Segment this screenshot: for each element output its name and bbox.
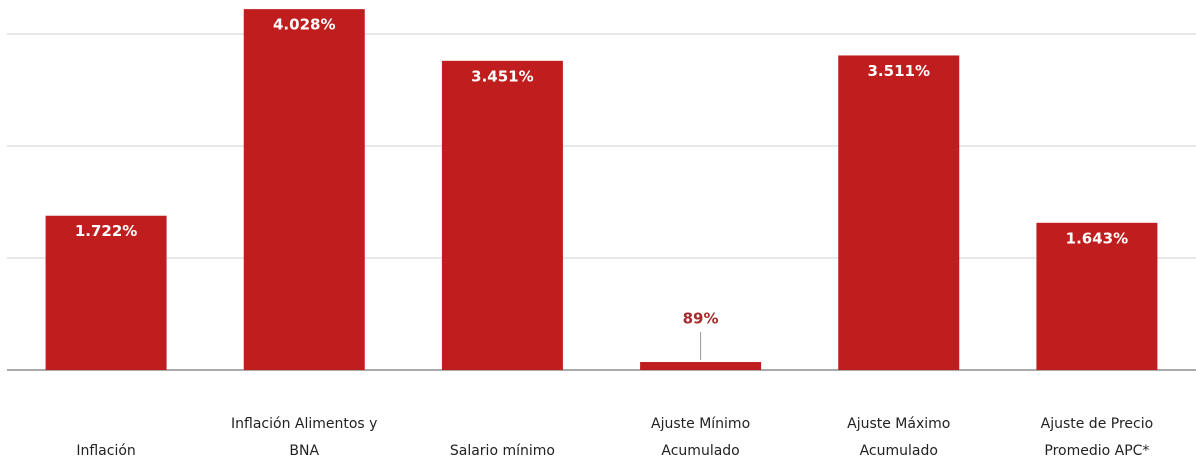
- x-tick-label: Ajuste de Precio Promedio APC*: [1040, 416, 1154, 459]
- x-tick-label: Salario mínimo: [449, 443, 555, 459]
- bar: [838, 55, 960, 371]
- bar: [243, 9, 365, 371]
- x-tick-label: Inflación Alimentos y BNA: [231, 416, 378, 459]
- data-label: 89%: [683, 310, 719, 328]
- data-label: 3.451%: [471, 67, 533, 85]
- x-tick-label: Ajuste Mínimo Acumulado: [651, 416, 751, 459]
- data-label: 1.722%: [75, 222, 137, 240]
- bar: [640, 362, 762, 370]
- x-tick-label: Ajuste Máximo Acumulado: [847, 416, 951, 459]
- data-label: 4.028%: [273, 16, 335, 34]
- bar: [1036, 222, 1158, 370]
- x-tick-label: Inflación: [76, 443, 136, 459]
- bar: [45, 215, 167, 370]
- bar: [441, 60, 563, 371]
- data-label: 1.643%: [1066, 229, 1128, 247]
- data-label: 3.511%: [868, 62, 930, 80]
